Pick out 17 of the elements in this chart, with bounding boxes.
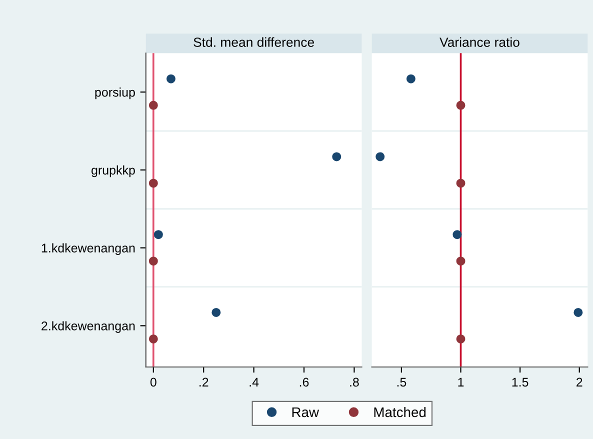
y-tick-label: porsiup (95, 88, 135, 100)
chart-title: Variance ratio (440, 37, 520, 47)
x-tick-label: 2 (576, 378, 582, 386)
x-tick-label: .5 (397, 378, 406, 387)
y-tick-label: grupkkp (92, 165, 135, 178)
legend-label: Matched (374, 406, 426, 418)
chart-title: Std. mean difference (194, 37, 314, 47)
legend-label: Raw (292, 407, 320, 418)
x-tick-label: 1.5 (512, 378, 528, 387)
y-tick-label: 1.kdkewenangan (42, 243, 135, 255)
y-tick-label: 2.kdkewenangan (42, 321, 135, 333)
x-tick-label: .6 (300, 378, 309, 387)
x-tick-label: 0 (150, 378, 156, 387)
x-tick-label: .8 (350, 378, 359, 387)
x-tick-label: .2 (200, 378, 208, 386)
x-tick-label: 1 (458, 378, 464, 386)
x-tick-label: .4 (250, 378, 259, 386)
